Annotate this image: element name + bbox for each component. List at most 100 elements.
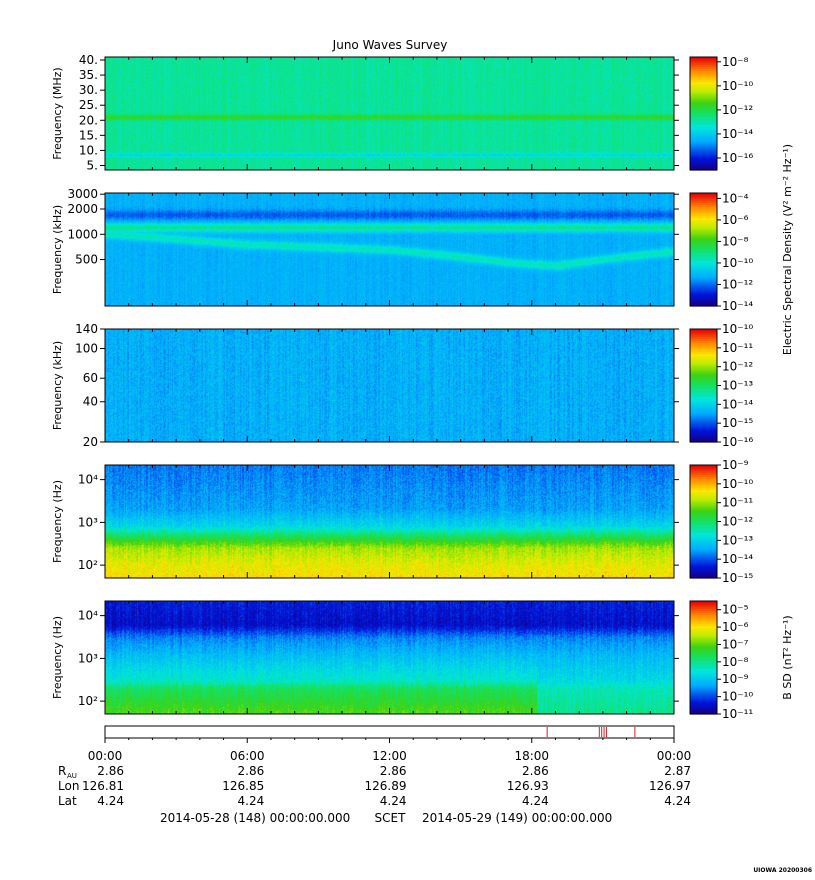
y-tick-label: 60: [83, 371, 98, 385]
colorbar-tick-label: 10⁻¹⁴: [722, 127, 753, 141]
colorbar-step: [690, 623, 717, 627]
colorbar-step: [690, 568, 717, 572]
y-tick-label: 10³: [78, 651, 98, 665]
time-axis: 00:00 06:00 12:00 18:00 00:00 R AU 2.86 2.86 2.86…: [58, 749, 691, 825]
colorbar-step: [690, 87, 717, 90]
colorbar-step: [690, 136, 717, 139]
colorbar-step: [690, 545, 717, 549]
colorbar-step: [690, 268, 717, 271]
colorbar-step: [690, 73, 717, 77]
colorbar-step: [690, 96, 717, 100]
colorbar-step: [690, 404, 717, 407]
colorbar-step: [690, 644, 717, 647]
panel-1: 5.10.15.20.25.30.35.40. Frequency (MHz) 10…: [51, 53, 753, 172]
colorbar-step: [690, 634, 717, 638]
colorbar-step: [690, 387, 717, 390]
colorbar-step: [690, 629, 717, 632]
y-tick-label: 40: [83, 395, 98, 409]
colorbar-step: [690, 428, 717, 432]
colorbar-step: [690, 121, 717, 124]
colorbar-step: [690, 683, 717, 687]
colorbar-step: [690, 536, 717, 540]
colorbar-step: [690, 134, 717, 137]
colorbar-step: [690, 379, 717, 383]
x-tick-label: 18:00: [514, 749, 549, 763]
colorbar-step: [690, 83, 717, 86]
colorbar-step: [690, 480, 717, 483]
colorbar-step: [690, 370, 717, 373]
colorbar-step: [690, 689, 717, 692]
colorbar-step: [690, 362, 717, 366]
colorbar-step: [690, 500, 717, 504]
y-axis-label: Frequency (kHz): [51, 341, 64, 430]
colorbar-step: [690, 92, 717, 96]
colorbar-step: [690, 130, 717, 133]
colorbar-step: [690, 345, 717, 349]
colorbar-step: [690, 697, 717, 700]
colorbar-step: [690, 164, 717, 167]
colorbar-step: [690, 640, 717, 644]
colorbar-step: [690, 519, 717, 523]
colorbar-step: [690, 251, 717, 254]
colorbar-step: [690, 419, 717, 422]
colorbar-step: [690, 574, 717, 577]
colorbar-step: [690, 642, 717, 645]
colorbar-step: [690, 194, 717, 198]
colorbar-step: [690, 610, 717, 613]
colorbar-step: [690, 139, 717, 143]
colorbar-step: [690, 555, 717, 558]
ephemeris-value: 2.86: [97, 764, 124, 778]
y-tick-label: 30.: [79, 83, 98, 97]
colorbar-step: [690, 90, 717, 94]
colorbar-step: [690, 340, 717, 343]
colorbar-step: [690, 290, 717, 294]
colorbar-step: [690, 562, 717, 566]
colorbar-tick-label: 10⁻⁴: [722, 191, 749, 205]
colorbar-tick-label: 10⁻⁸: [722, 55, 749, 69]
colorbar-step: [690, 649, 717, 653]
colorbar-step: [690, 665, 717, 668]
colorbar-step: [690, 228, 717, 232]
ephemeris-row-label: Lon: [58, 779, 79, 793]
colorbar-step: [690, 338, 717, 341]
colorbar-step: [690, 400, 717, 404]
colorbar-step: [690, 213, 717, 217]
y-tick-label: 10³: [78, 515, 98, 529]
colorbar-step: [690, 646, 717, 649]
colorbar-step: [690, 636, 717, 640]
colorbar-step: [690, 204, 717, 207]
colorbar-step: [690, 247, 717, 251]
colorbar-step: [690, 544, 717, 547]
y-tick-label: 20: [83, 435, 98, 449]
colorbar-tick-label: 10⁻⁶: [722, 620, 749, 634]
colorbar-step: [690, 249, 717, 252]
colorbar-step: [690, 270, 717, 273]
colorbar-step: [690, 62, 717, 66]
x-tick-label: 00:00: [657, 749, 692, 763]
colorbar-step: [690, 336, 717, 340]
colorbar-step: [690, 409, 717, 413]
colorbar-tick-label: 10⁻¹⁵: [722, 571, 753, 585]
colorbar-tick-label: 10⁻⁸: [722, 655, 749, 669]
colorbar-step: [690, 351, 717, 355]
y-tick-label: 10²: [78, 694, 98, 708]
colorbar-step: [690, 156, 717, 160]
colorbar-step: [690, 502, 717, 506]
colorbar-step: [690, 330, 717, 334]
colorbar-step: [690, 196, 717, 200]
colorbar-step: [690, 498, 717, 502]
colorbar-step: [690, 625, 717, 628]
colorbar-step: [690, 700, 717, 704]
y-tick-label: 100: [75, 342, 98, 356]
y-tick-label: 25.: [79, 98, 98, 112]
scet-start: 2014-05-28 (148) 00:00:00.000: [160, 811, 350, 825]
ephemeris-value: 126.81: [82, 779, 124, 793]
colorbar-tick-label: 10⁻¹⁰: [722, 322, 753, 336]
colorbar-step: [690, 149, 717, 152]
y-tick-label: 35.: [79, 68, 98, 82]
colorbar-step: [690, 104, 717, 107]
x-tick-label: 12:00: [372, 749, 407, 763]
